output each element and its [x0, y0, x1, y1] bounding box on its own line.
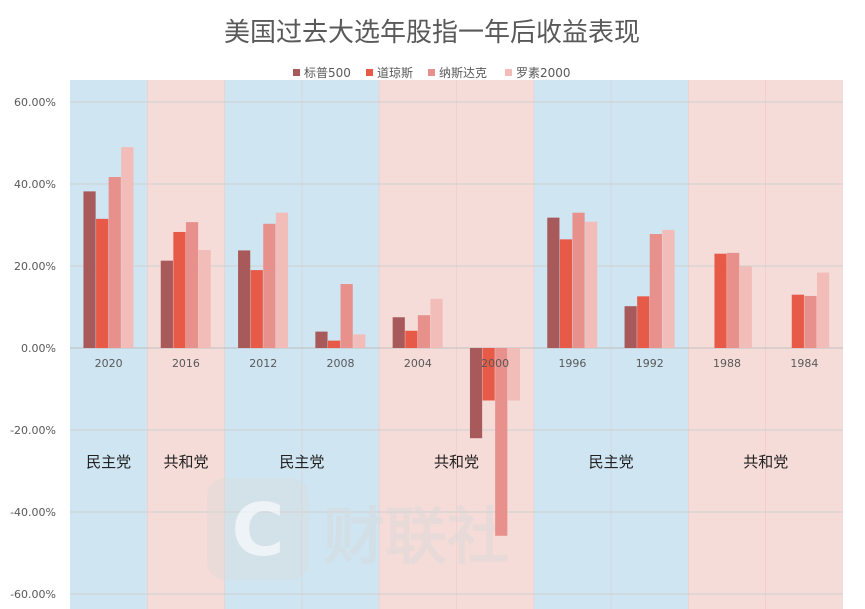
bars: [83, 147, 830, 536]
x-tick-labels: 2020 2016 2012 2008 2004 2000 1996 1992 1988 1984: [95, 357, 819, 370]
y-tick-label: 60.00%: [14, 96, 56, 109]
bar-1992-2: [649, 234, 662, 348]
watermark-logo-glyph: C: [232, 488, 285, 572]
x-tick-label: 1988: [713, 357, 741, 370]
bar-1984-2: [804, 295, 817, 348]
bar-1996-3: [585, 221, 598, 348]
y-tick-label: -40.00%: [10, 506, 56, 519]
bar-1992-0: [624, 306, 637, 348]
bar-2016-2: [185, 222, 199, 348]
bar-2020-2: [108, 177, 121, 348]
bar-2000-1: [482, 348, 495, 401]
bar-2000-0: [469, 348, 483, 439]
bar-2012-1: [250, 270, 263, 348]
x-tick-label: 2020: [95, 357, 123, 370]
bar-2004-2: [417, 315, 431, 348]
y-tick-label: 40.00%: [14, 178, 56, 191]
y-tick-labels: 60.00% 40.00% 20.00% 0.00% -20.00% -40.00% -60…: [10, 96, 56, 601]
bar-2004-0: [392, 317, 405, 348]
y-tick-label: -60.00%: [10, 588, 56, 601]
bar-2008-0: [315, 331, 328, 348]
y-tick-label: -20.00%: [10, 424, 56, 437]
bar-2004-1: [405, 330, 418, 348]
bar-2012-2: [263, 223, 276, 348]
legend-swatch: [366, 69, 373, 76]
bar-1992-1: [637, 296, 650, 348]
party-label: 民主党: [589, 453, 634, 471]
bar-1984-1: [791, 294, 804, 348]
bar-2004-3: [430, 298, 443, 348]
watermark-logo-icon: [207, 478, 309, 580]
bar-2008-3: [353, 334, 366, 348]
party-label: 共和党: [743, 453, 788, 471]
bar-1996-1: [559, 239, 573, 348]
bar-2012-3: [275, 212, 289, 348]
x-tick-label: 1992: [636, 357, 664, 370]
legend: 标普500 道琼斯 纳斯达克 罗素2000: [293, 65, 571, 80]
y-tick-label: 20.00%: [14, 260, 56, 273]
bar-2000-3: [507, 348, 520, 401]
x-tick-label: 1996: [558, 357, 586, 370]
legend-swatch: [505, 69, 512, 76]
legend-swatch: [293, 69, 300, 76]
bar-1992-3: [662, 229, 675, 348]
legend-label: 纳斯达克: [439, 66, 487, 80]
bar-2016-0: [160, 260, 173, 348]
bar-1988-1: [714, 253, 727, 348]
bar-2008-1: [327, 340, 341, 348]
chart-title: 美国过去大选年股指一年后收益表现: [224, 18, 640, 48]
x-tick-label: 2008: [327, 357, 355, 370]
bar-2020-0: [83, 191, 96, 348]
legend-label: 标普500: [304, 66, 351, 80]
bar-2020-3: [121, 147, 134, 348]
bar-1988-2: [727, 252, 740, 348]
bar-2020-1: [96, 218, 109, 348]
party-label: 共和党: [434, 453, 479, 471]
bar-2000-2: [495, 348, 508, 536]
party-label: 民主党: [279, 453, 324, 471]
watermark-group: C 财联社: [207, 478, 509, 580]
bar-2012-0: [238, 250, 251, 348]
bar-2008-2: [340, 284, 353, 348]
legend-swatch: [428, 69, 435, 76]
party-label: 民主党: [86, 453, 131, 471]
x-tick-label: 2000: [481, 357, 509, 370]
watermark-text: 财联社: [323, 500, 509, 573]
party-labels: 民主党 共和党 民主党 共和党 民主党 共和党: [86, 453, 788, 471]
y-tick-label: 0.00%: [21, 342, 56, 355]
bar-1984-3: [816, 272, 830, 348]
bar-2016-1: [173, 231, 186, 348]
x-tick-label: 1984: [790, 357, 818, 370]
bar-1996-0: [547, 217, 560, 348]
legend-label: 道琼斯: [377, 65, 413, 80]
x-tick-label: 2016: [172, 357, 200, 370]
bar-1988-3: [739, 266, 752, 348]
party-label: 共和党: [163, 453, 208, 471]
legend-label: 罗素2000: [516, 66, 571, 80]
x-tick-label: 2012: [249, 357, 277, 370]
x-tick-label: 2004: [404, 357, 432, 370]
bar-1996-2: [572, 212, 585, 348]
bar-2016-3: [198, 250, 211, 348]
